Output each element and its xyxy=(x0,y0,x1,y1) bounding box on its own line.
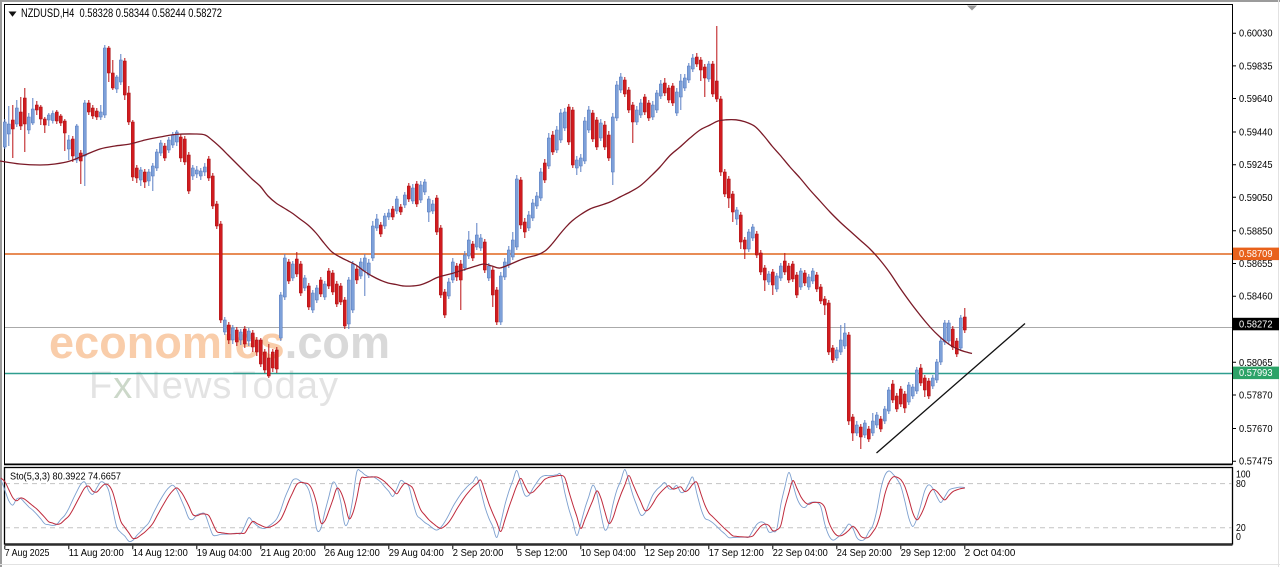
svg-text:14 Aug 12:00: 14 Aug 12:00 xyxy=(133,547,188,559)
svg-text:0.58655: 0.58655 xyxy=(1239,258,1273,270)
svg-text:Sto(5,3,3) 80.3922 74.6657: Sto(5,3,3) 80.3922 74.6657 xyxy=(10,471,121,483)
svg-text:11 Aug 20:00: 11 Aug 20:00 xyxy=(69,547,124,559)
svg-text:17 Sep 12:00: 17 Sep 12:00 xyxy=(709,547,764,559)
svg-text:26 Aug 12:00: 26 Aug 12:00 xyxy=(325,547,380,559)
svg-text:economies.com: economies.com xyxy=(49,317,390,368)
svg-text:24 Sep 20:00: 24 Sep 20:00 xyxy=(837,547,892,559)
svg-text:10 Sep 04:00: 10 Sep 04:00 xyxy=(581,547,636,559)
svg-text:0.59640: 0.59640 xyxy=(1239,93,1273,105)
svg-text:0.59835: 0.59835 xyxy=(1239,60,1273,72)
svg-text:0.57870: 0.57870 xyxy=(1239,390,1273,402)
svg-text:2 Sep 20:00: 2 Sep 20:00 xyxy=(453,547,504,559)
svg-text:0.58065: 0.58065 xyxy=(1239,357,1273,369)
svg-text:7 Aug 2025: 7 Aug 2025 xyxy=(5,547,50,559)
svg-text:0.57670: 0.57670 xyxy=(1239,423,1273,435)
svg-text:2 Oct 04:00: 2 Oct 04:00 xyxy=(965,547,1016,559)
svg-text:0: 0 xyxy=(1236,531,1241,543)
svg-text:29 Sep 12:00: 29 Sep 12:00 xyxy=(901,547,956,559)
svg-text:80: 80 xyxy=(1236,478,1246,490)
svg-text:0.58709: 0.58709 xyxy=(1239,248,1273,260)
svg-text:29 Aug 04:00: 29 Aug 04:00 xyxy=(389,547,444,559)
svg-text:12 Sep 20:00: 12 Sep 20:00 xyxy=(645,547,700,559)
svg-text:19 Aug 04:00: 19 Aug 04:00 xyxy=(197,547,252,559)
svg-text:21 Aug 20:00: 21 Aug 20:00 xyxy=(261,547,316,559)
svg-text:5 Sep 12:00: 5 Sep 12:00 xyxy=(517,547,568,559)
svg-text:NZDUSD,H4 0.58328 0.58344 0.5: NZDUSD,H4 0.58328 0.58344 0.58244 0.5827… xyxy=(21,8,222,20)
svg-text:0.58272: 0.58272 xyxy=(1239,318,1273,330)
svg-text:FxNewsToday: FxNewsToday xyxy=(89,365,338,407)
svg-text:0.59440: 0.59440 xyxy=(1239,127,1273,139)
svg-text:22 Sep 04:00: 22 Sep 04:00 xyxy=(773,547,828,559)
svg-text:0.57475: 0.57475 xyxy=(1239,456,1273,468)
svg-text:0.59050: 0.59050 xyxy=(1239,192,1273,204)
svg-text:0.59245: 0.59245 xyxy=(1239,159,1273,171)
svg-text:0.58460: 0.58460 xyxy=(1239,291,1273,303)
svg-text:20: 20 xyxy=(1236,522,1246,534)
svg-text:100: 100 xyxy=(1236,469,1251,481)
svg-text:0.57993: 0.57993 xyxy=(1239,367,1273,379)
svg-text:0.58850: 0.58850 xyxy=(1239,225,1273,237)
svg-text:0.60030: 0.60030 xyxy=(1239,28,1273,40)
